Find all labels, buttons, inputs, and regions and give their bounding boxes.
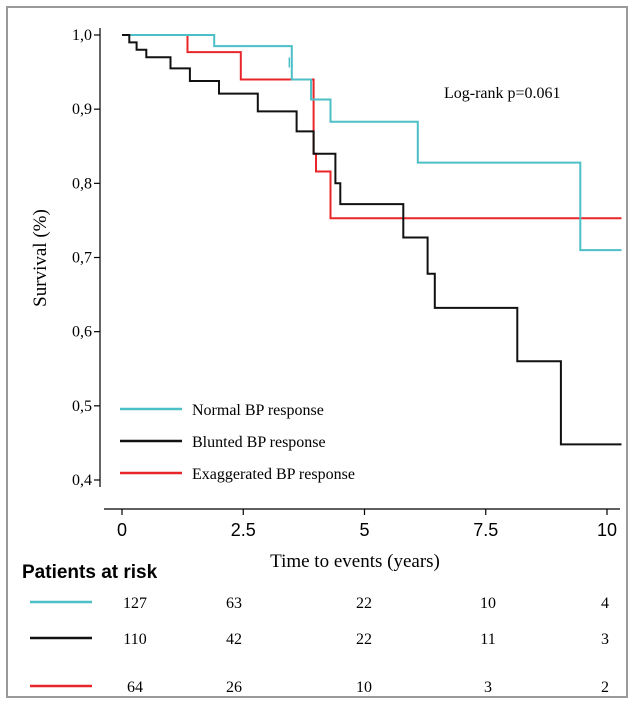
x-tick-label: 2.5 (231, 520, 256, 540)
x-ticks: 0 2.5 5 7.5 10 (117, 509, 617, 540)
risk-count: 3 (484, 679, 492, 696)
x-axis-label: Time to events (years) (270, 551, 440, 572)
risk-count: 10 (480, 595, 496, 612)
y-tick-label: 0,8 (72, 175, 92, 192)
log-rank-annotation: Log-rank p=0.061 (444, 85, 561, 102)
risk-count: 11 (480, 631, 495, 648)
risk-count: 4 (601, 595, 609, 612)
legend-label: Exaggerated BP response (192, 466, 355, 483)
curve-exaggerated-bp-response (122, 34, 622, 220)
risk-count: 10 (356, 679, 372, 696)
risk-table-title: Patients at risk (22, 562, 158, 583)
risk-count: 22 (356, 631, 372, 648)
x-tick-label: 7.5 (473, 520, 498, 540)
risk-count: 3 (601, 631, 609, 648)
survival-curves (122, 34, 622, 446)
risk-count: 26 (226, 679, 242, 696)
risk-count: 2 (601, 679, 609, 696)
legend-label: Blunted BP response (192, 434, 326, 451)
risk-count: 127 (123, 595, 147, 612)
y-axis-label: Survival (%) (30, 209, 51, 307)
y-tick-label: 0,9 (72, 101, 92, 118)
x-tick-label: 0 (117, 520, 127, 540)
y-tick-label: 0,7 (72, 250, 92, 267)
curve-normal-bp-response (122, 34, 622, 252)
y-ticks: 0,4 0,5 0,6 0,7 0,8 0,9 1,0 (72, 27, 100, 489)
figure-frame (6, 6, 628, 698)
risk-count: 110 (123, 631, 146, 648)
y-tick-label: 0,4 (72, 472, 92, 489)
risk-count: 22 (356, 595, 372, 612)
y-tick-label: 0,5 (72, 398, 92, 415)
legend-label: Normal BP response (192, 402, 324, 419)
risk-count: 63 (226, 595, 242, 612)
risk-count: 42 (226, 631, 242, 648)
curve-blunted-bp-response (122, 34, 622, 446)
y-tick-label: 0,6 (72, 324, 92, 341)
x-tick-label: 10 (597, 520, 617, 540)
legend: Normal BP response Blunted BP response Exa… (120, 402, 355, 483)
risk-count: 64 (127, 679, 143, 696)
x-tick-label: 5 (359, 520, 369, 540)
y-tick-label: 1,0 (72, 27, 92, 44)
risk-table: 127 63 22 10 4 110 42 22 11 3 64 26 10 3 2 (30, 595, 609, 696)
